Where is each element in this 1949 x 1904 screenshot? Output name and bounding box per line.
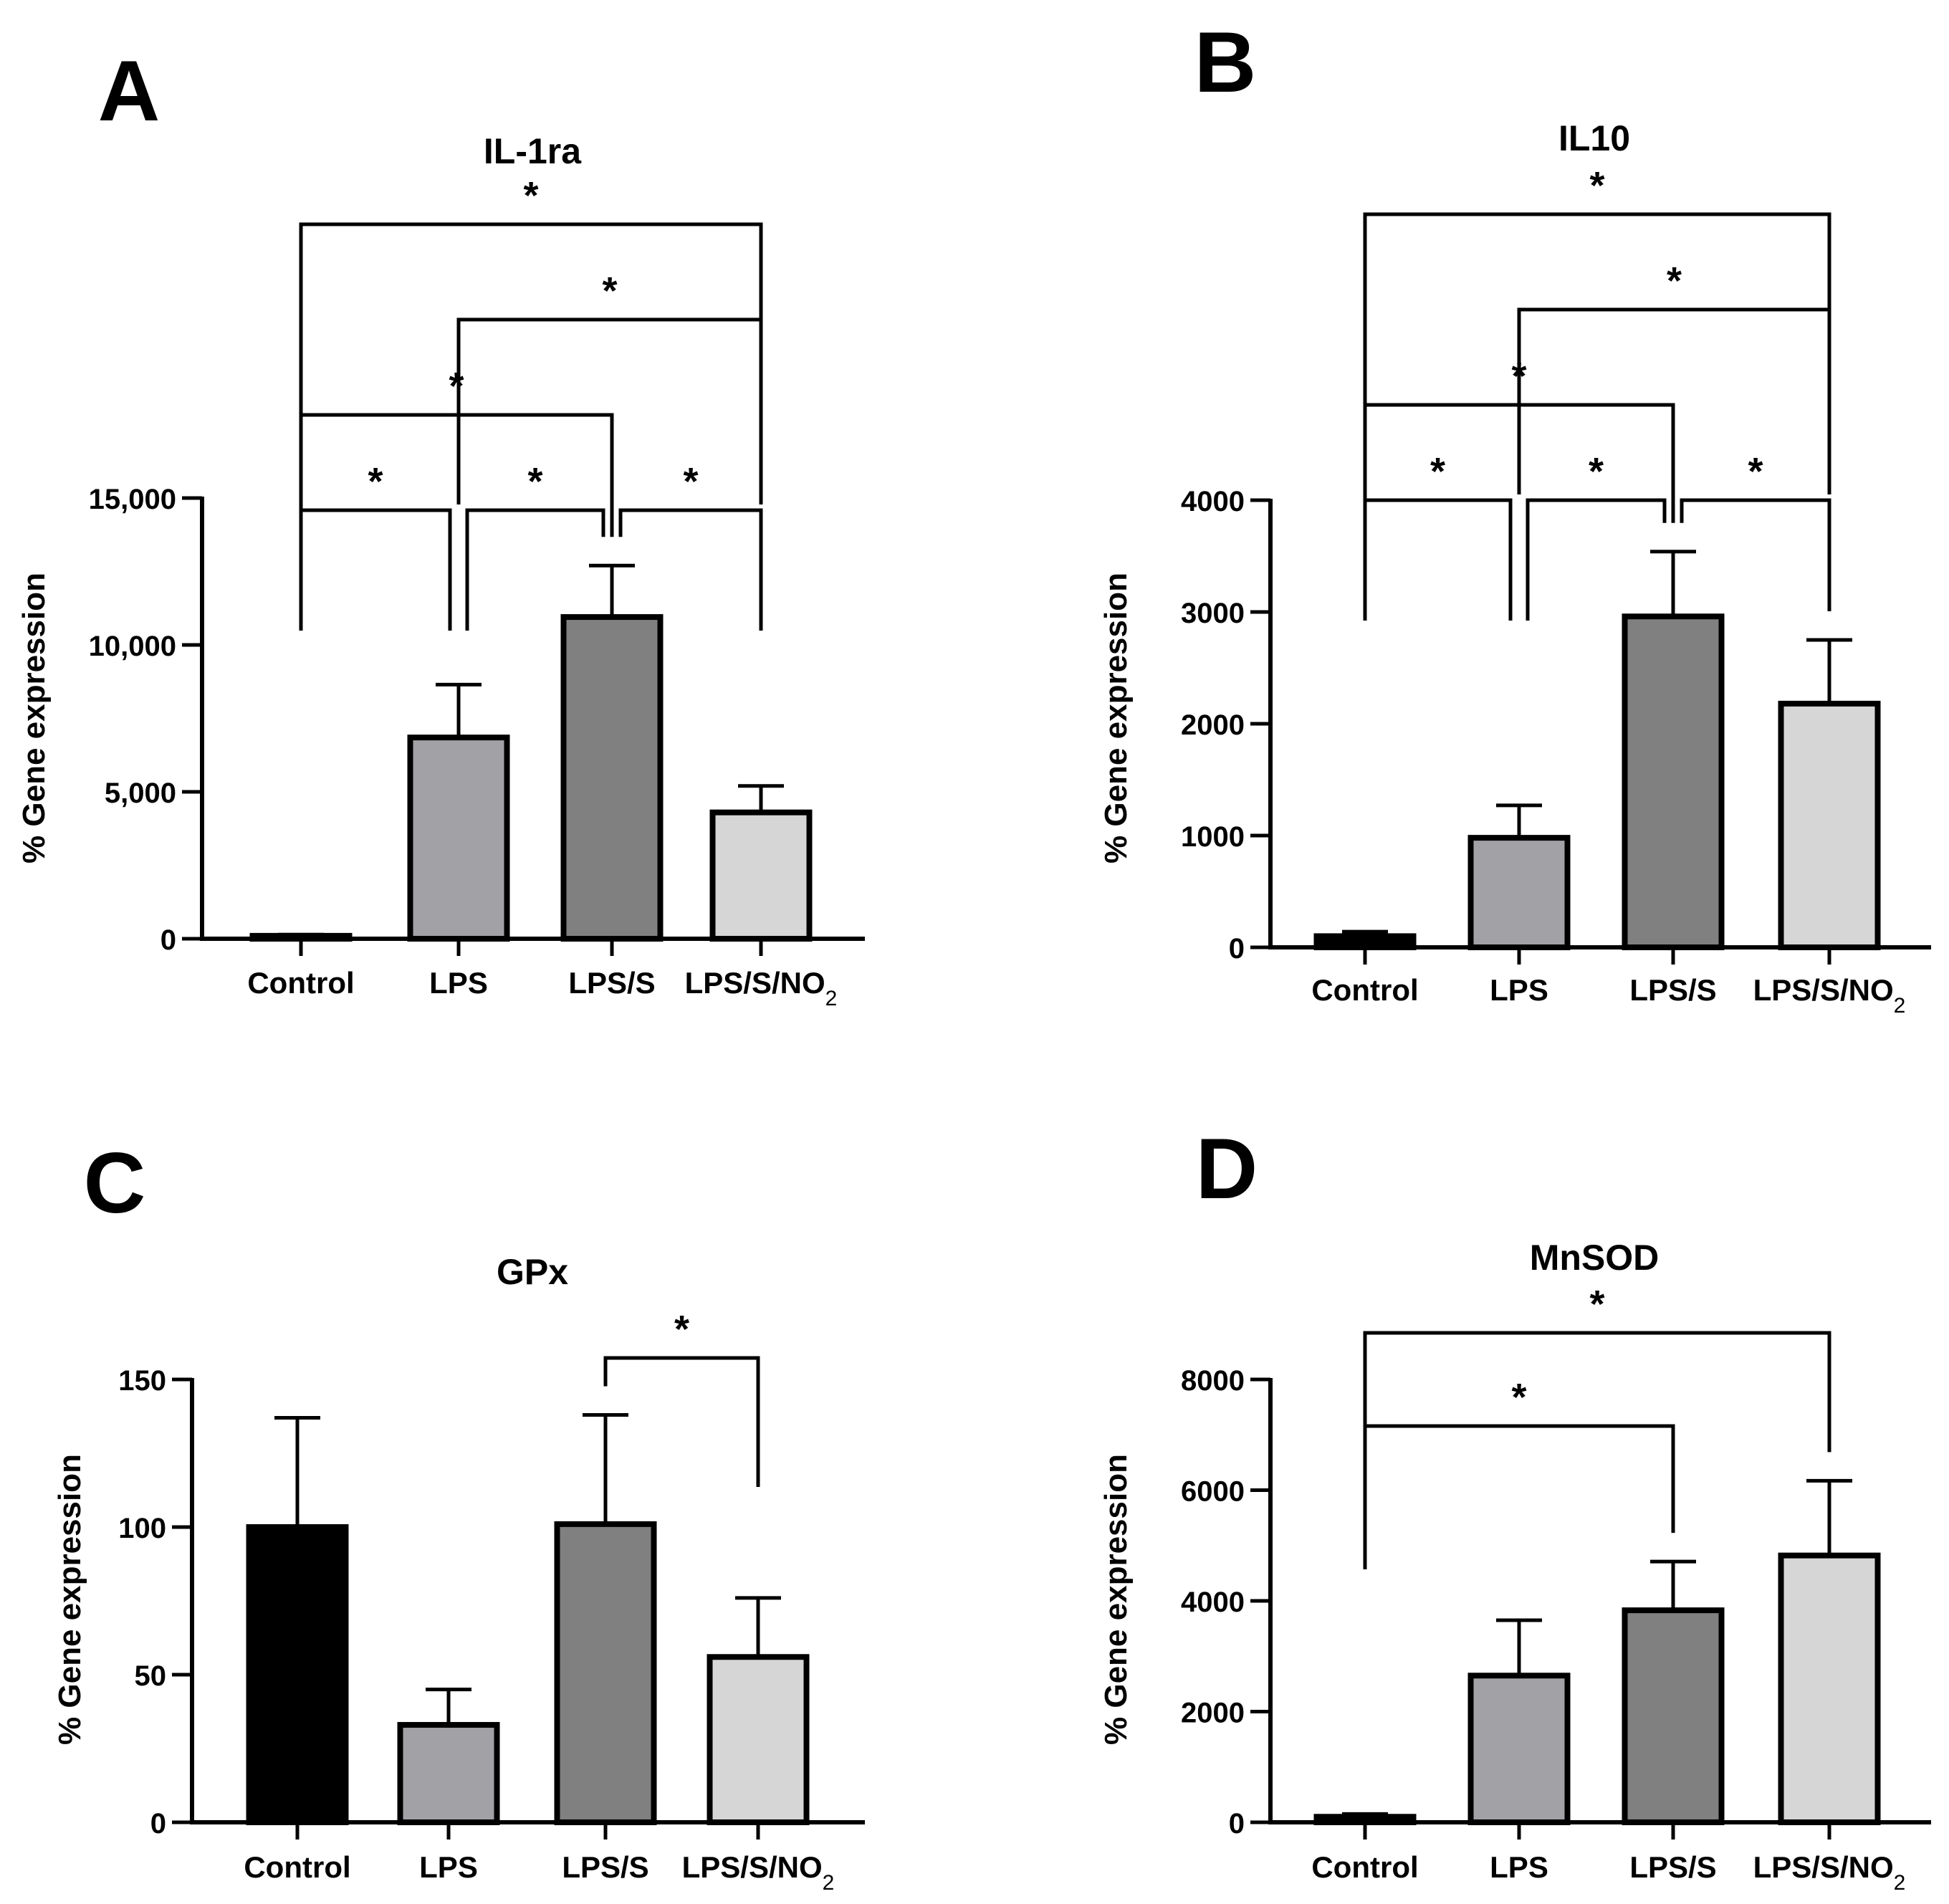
x-tick-label: LPS/S/NO2 xyxy=(682,1850,835,1895)
y-tick-label: 10,000 xyxy=(89,631,176,662)
y-tick-label: 50 xyxy=(135,1660,167,1692)
y-tick-label: 150 xyxy=(118,1365,166,1397)
y-tick-label: 3000 xyxy=(1181,598,1245,629)
y-tick-label: 4000 xyxy=(1181,486,1245,517)
y-tick-label: 4000 xyxy=(1181,1587,1245,1618)
x-tick-label: LPS/S/NO2 xyxy=(685,966,838,1010)
x-tick-label: LPS/S xyxy=(1629,973,1716,1007)
significance-bracket xyxy=(1680,498,1831,611)
bar-lps xyxy=(1467,1673,1571,1826)
y-tick-label: 6000 xyxy=(1181,1476,1245,1508)
panel-letter: D xyxy=(1196,1121,1258,1217)
x-tick-label: LPS/S xyxy=(568,966,655,1000)
panel-d: D MnSOD % Gene expression 0 2000 4000 6000 8000… xyxy=(1098,1121,1931,1895)
y-axis-label: % Gene expression xyxy=(1098,1454,1134,1745)
panel-c: C GPx % Gene expression 0 50 100 150 Control LPS… xyxy=(52,1135,865,1895)
bar-lps xyxy=(1467,835,1571,950)
significance-bracket xyxy=(1363,498,1513,621)
significance-star: * xyxy=(1589,1283,1604,1326)
significance-star: * xyxy=(1589,450,1604,493)
x-tick-label: LPS/S xyxy=(562,1850,648,1884)
bar-lps-s xyxy=(1622,1607,1725,1826)
x-tick-label: Control xyxy=(244,1850,350,1884)
significance-bracket xyxy=(299,222,763,441)
bar-lps xyxy=(397,1722,500,1826)
y-tick-label: 8000 xyxy=(1181,1365,1245,1397)
significance-star: * xyxy=(449,365,464,408)
significance-bracket xyxy=(299,508,452,631)
significance-bracket xyxy=(465,508,605,631)
significance-bracket xyxy=(603,1356,760,1487)
x-tick-label: LPS xyxy=(1490,1850,1548,1884)
y-tick-label: 0 xyxy=(161,924,176,956)
chart-title: IL-1ra xyxy=(484,131,582,171)
y-tick-label: 1000 xyxy=(1181,821,1245,853)
chart-title: GPx xyxy=(497,1252,568,1292)
significance-bracket xyxy=(618,508,763,631)
y-tick-label: 0 xyxy=(1229,933,1245,965)
significance-star: * xyxy=(674,1308,689,1351)
significance-star: * xyxy=(523,174,538,217)
x-tick-label: LPS/S/NO2 xyxy=(1753,973,1906,1018)
significance-bracket xyxy=(1526,498,1667,621)
panel-a: A IL-1ra % Gene expression 0 5,000 10,000 15,0… xyxy=(16,43,865,1010)
significance-star: * xyxy=(368,460,383,503)
significance-star: * xyxy=(1511,1376,1526,1419)
y-tick-label: 100 xyxy=(118,1513,166,1544)
x-tick-label: LPS xyxy=(429,966,488,1000)
y-tick-label: 0 xyxy=(1229,1808,1245,1840)
bar-control xyxy=(246,1524,349,1825)
bar-lps xyxy=(407,735,510,942)
y-tick-label: 0 xyxy=(150,1808,166,1840)
x-tick-label: Control xyxy=(1311,1850,1418,1884)
y-tick-label: 5,000 xyxy=(105,778,176,809)
bar-lps-s-no2 xyxy=(707,1654,810,1826)
x-tick-label: LPS/S xyxy=(1629,1850,1716,1884)
y-axis-label: % Gene expression xyxy=(16,573,52,864)
significance-bracket xyxy=(1363,212,1831,431)
bar-lps-s-no2 xyxy=(1778,1552,1881,1826)
significance-star: * xyxy=(602,269,617,312)
bar-lps-s xyxy=(1622,613,1725,950)
panel-letter: C xyxy=(84,1135,146,1231)
significance-bracket xyxy=(1363,1331,1831,1508)
x-tick-label: LPS/S/NO2 xyxy=(1753,1850,1906,1895)
panel-b: B IL10 % Gene expression 0 1000 2000 3000 4000 C… xyxy=(1098,14,1931,1018)
significance-star: * xyxy=(1667,259,1682,302)
panel-letter: B xyxy=(1194,14,1257,110)
chart-title: MnSOD xyxy=(1530,1238,1660,1278)
bar-lps-s xyxy=(560,614,664,942)
bar-control xyxy=(1313,1814,1417,1825)
y-tick-label: 2000 xyxy=(1181,1698,1245,1729)
x-tick-label: Control xyxy=(247,966,354,1000)
significance-star: * xyxy=(1589,164,1604,207)
y-tick-label: 15,000 xyxy=(89,484,176,515)
bar-lps-s-no2 xyxy=(1778,700,1881,950)
significance-bracket xyxy=(299,413,614,568)
significance-star: * xyxy=(527,460,542,503)
significance-star: * xyxy=(1748,450,1763,493)
x-tick-label: LPS xyxy=(1490,973,1548,1007)
bar-lps-s-no2 xyxy=(709,809,813,942)
significance-bracket xyxy=(1363,1424,1675,1569)
bar-control xyxy=(1313,933,1417,951)
y-axis-label: % Gene expression xyxy=(1098,573,1134,864)
panel-letter: A xyxy=(98,43,161,139)
y-axis-label: % Gene expression xyxy=(52,1454,87,1745)
bar-control xyxy=(249,932,353,942)
x-tick-label: LPS xyxy=(419,1850,478,1884)
significance-star: * xyxy=(1430,450,1445,493)
significance-bracket xyxy=(456,317,763,504)
y-tick-label: 2000 xyxy=(1181,709,1245,741)
bar-lps-s xyxy=(554,1521,657,1825)
chart-title: IL10 xyxy=(1558,118,1630,158)
x-tick-label: Control xyxy=(1311,973,1418,1007)
significance-star: * xyxy=(683,460,698,503)
